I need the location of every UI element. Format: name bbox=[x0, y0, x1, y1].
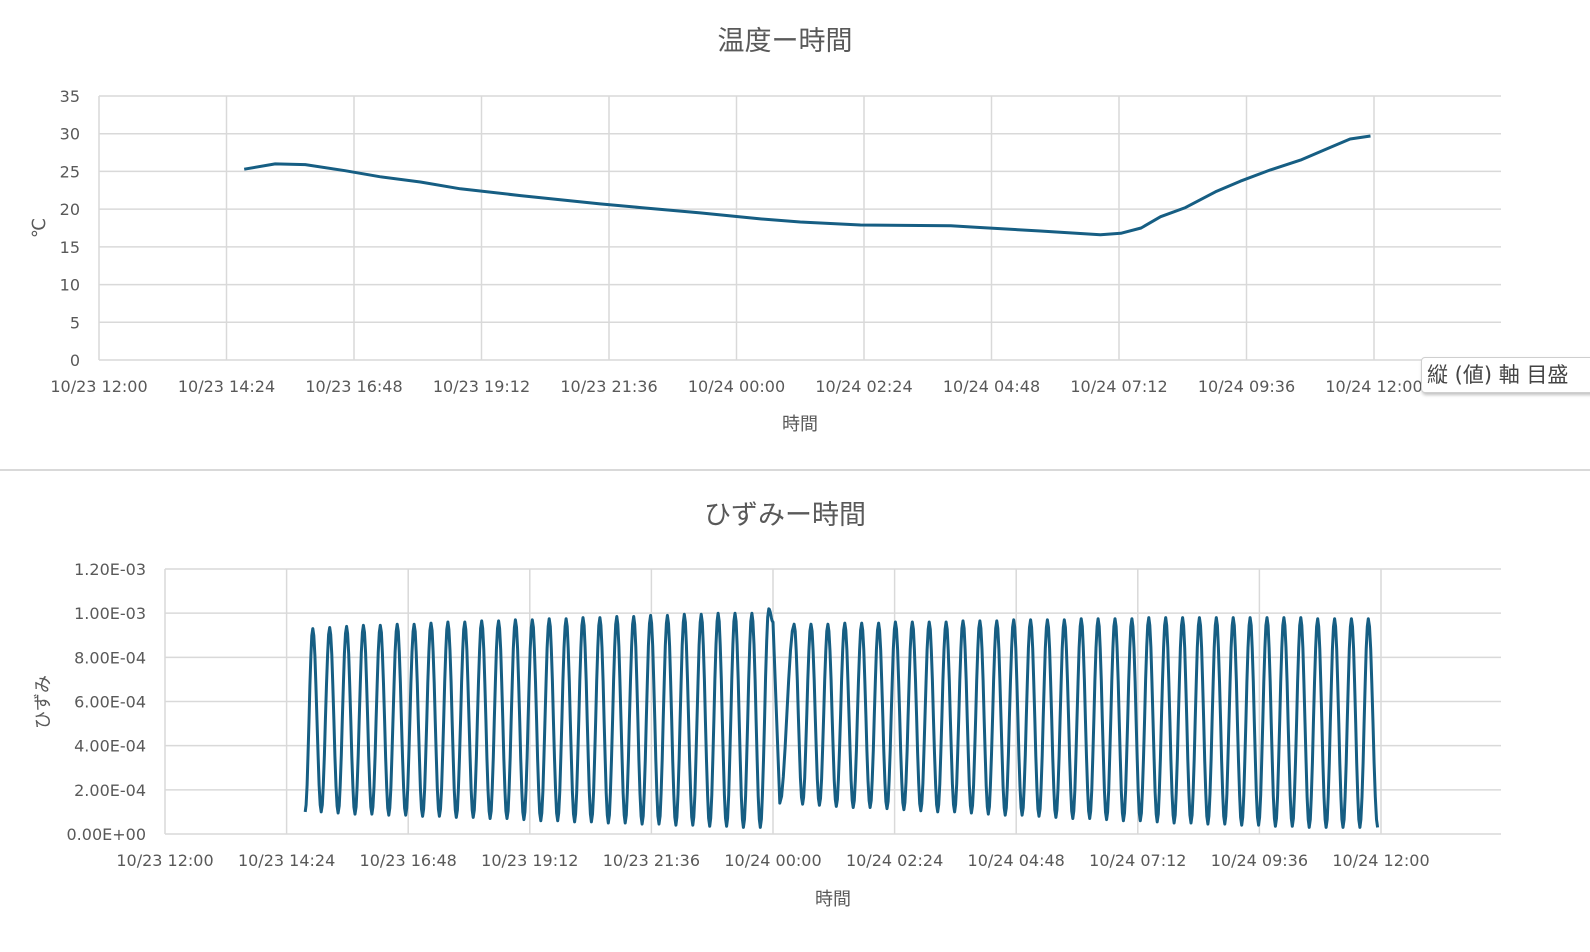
x-tick-label: 10/23 12:00 bbox=[116, 851, 213, 870]
x-tick-label: 10/24 02:24 bbox=[815, 377, 912, 396]
y-tick-label: 6.00E-04 bbox=[74, 693, 146, 712]
y-tick-label: 0 bbox=[70, 351, 80, 370]
x-tick-label: 10/24 07:12 bbox=[1070, 377, 1167, 396]
y-tick-label: 15 bbox=[60, 238, 80, 257]
x-tick-label: 10/23 12:00 bbox=[50, 377, 147, 396]
chart-title: 温度ー時間 bbox=[718, 26, 853, 57]
x-tick-label: 10/24 12:00 bbox=[1332, 851, 1429, 870]
y-tick-label: 4.00E-04 bbox=[74, 737, 146, 756]
x-tick-label: 10/24 04:48 bbox=[968, 851, 1065, 870]
y-axis-label: ℃ bbox=[29, 218, 50, 238]
x-axis-label: 時間 bbox=[815, 889, 851, 910]
y-tick-label: 35 bbox=[60, 87, 80, 106]
y-tick-label: 1.20E-03 bbox=[74, 560, 146, 579]
x-tick-label: 10/24 02:24 bbox=[846, 851, 943, 870]
axis-tooltip: 縦 (値) 軸 目盛 bbox=[1421, 357, 1590, 393]
y-tick-label: 30 bbox=[60, 125, 80, 144]
y-tick-label: 20 bbox=[60, 200, 80, 219]
x-tick-label: 10/24 09:36 bbox=[1198, 377, 1295, 396]
x-tick-label: 10/23 16:48 bbox=[305, 377, 402, 396]
y-tick-label: 10 bbox=[60, 276, 80, 295]
y-tick-label: 5 bbox=[70, 313, 80, 332]
x-tick-label: 10/23 21:36 bbox=[603, 851, 700, 870]
x-tick-label: 10/23 14:24 bbox=[238, 851, 335, 870]
y-tick-label: 2.00E-04 bbox=[74, 781, 146, 800]
x-tick-label: 10/24 04:48 bbox=[943, 377, 1040, 396]
x-tick-label: 10/24 00:00 bbox=[688, 377, 785, 396]
y-tick-label: 8.00E-04 bbox=[74, 648, 146, 667]
x-tick-label: 10/24 07:12 bbox=[1089, 851, 1186, 870]
strain-chart[interactable]: ひずみー時間 0.00E+00 2.00E-04 4.00E-04 6.00E-04 8… bbox=[33, 500, 1501, 910]
x-tick-label: 10/23 16:48 bbox=[360, 851, 457, 870]
x-tick-label: 10/23 14:24 bbox=[178, 377, 275, 396]
y-axis-label: ひずみ bbox=[33, 675, 54, 729]
x-tick-label: 10/24 00:00 bbox=[724, 851, 821, 870]
series-line[interactable] bbox=[243, 134, 1371, 237]
x-tick-label: 10/23 21:36 bbox=[560, 377, 657, 396]
x-tick-label: 10/24 12:00 bbox=[1325, 377, 1422, 396]
y-tick-label: 0.00E+00 bbox=[67, 825, 147, 844]
temperature-chart[interactable]: 温度ー時間 0 5 10 15 20 25 30 35 10/23 12:00 10/23 14:… bbox=[29, 26, 1501, 435]
x-tick-label: 10/23 19:12 bbox=[433, 377, 530, 396]
x-axis-label: 時間 bbox=[782, 414, 818, 435]
chart-title: ひずみー時間 bbox=[704, 500, 866, 531]
y-tick-label: 25 bbox=[60, 162, 80, 181]
x-tick-label: 10/24 09:36 bbox=[1211, 851, 1308, 870]
x-tick-label: 10/23 19:12 bbox=[481, 851, 578, 870]
y-tick-label: 1.00E-03 bbox=[74, 604, 146, 623]
series-line[interactable] bbox=[303, 607, 1380, 829]
